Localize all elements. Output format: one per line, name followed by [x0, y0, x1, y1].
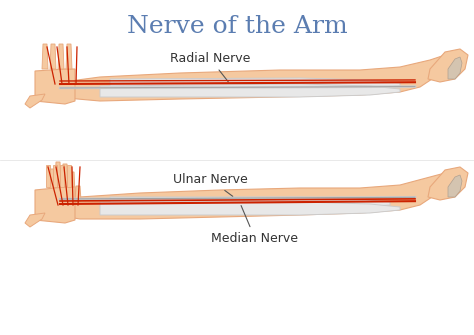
Text: Ulnar Nerve: Ulnar Nerve — [173, 173, 247, 196]
Polygon shape — [50, 55, 448, 101]
Polygon shape — [35, 187, 75, 223]
Text: Nerve of the Arm: Nerve of the Arm — [127, 15, 347, 38]
Polygon shape — [25, 94, 45, 108]
Polygon shape — [428, 167, 468, 200]
Polygon shape — [60, 165, 64, 187]
Polygon shape — [448, 175, 462, 197]
Text: Median Nerve: Median Nerve — [211, 206, 299, 245]
Polygon shape — [49, 169, 55, 194]
Polygon shape — [46, 165, 50, 187]
Polygon shape — [100, 202, 400, 215]
Polygon shape — [67, 165, 71, 187]
Polygon shape — [55, 162, 61, 190]
Polygon shape — [69, 172, 75, 194]
Polygon shape — [25, 213, 45, 227]
Text: Radial Nerve: Radial Nerve — [170, 52, 250, 82]
Polygon shape — [62, 164, 68, 191]
Polygon shape — [75, 186, 81, 201]
Polygon shape — [58, 44, 64, 69]
Polygon shape — [100, 84, 400, 97]
Polygon shape — [35, 69, 75, 104]
Polygon shape — [66, 44, 72, 69]
Polygon shape — [448, 57, 462, 79]
Polygon shape — [53, 165, 57, 187]
Polygon shape — [50, 44, 56, 69]
Polygon shape — [110, 78, 400, 90]
Polygon shape — [428, 49, 468, 82]
Polygon shape — [42, 44, 48, 69]
Polygon shape — [50, 173, 450, 219]
Polygon shape — [110, 197, 390, 209]
